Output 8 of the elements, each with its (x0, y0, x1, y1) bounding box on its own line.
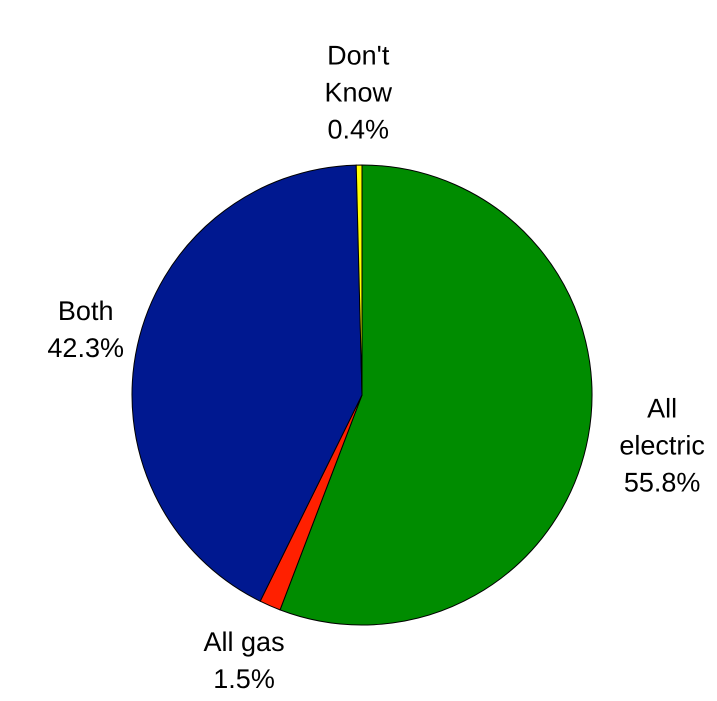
data-label: 55.8% (624, 468, 700, 498)
data-label: 1.5% (213, 664, 275, 694)
data-label: 42.3% (47, 333, 124, 364)
data-label: 0.4% (327, 114, 390, 145)
slice-label: Don't Know (324, 40, 393, 108)
slice-label: Both (58, 296, 114, 326)
slice-label: All gas (204, 627, 285, 658)
slice-label: All electric (619, 394, 705, 461)
